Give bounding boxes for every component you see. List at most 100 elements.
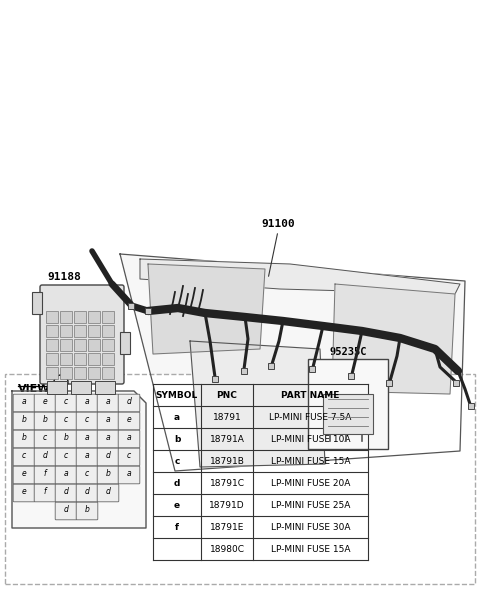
Bar [88,367,100,379]
Text: 95235C: 95235C [329,347,367,357]
FancyBboxPatch shape [40,285,124,384]
Polygon shape [140,259,460,294]
FancyBboxPatch shape [76,502,98,520]
Text: 91188: 91188 [47,272,81,282]
Text: 18791D: 18791D [209,501,245,509]
FancyBboxPatch shape [13,484,35,502]
Text: LP-MINI FUSE 30A: LP-MINI FUSE 30A [271,522,350,531]
FancyBboxPatch shape [118,466,140,484]
Text: d: d [63,488,69,497]
FancyBboxPatch shape [13,448,35,466]
Text: c: c [174,456,180,465]
Bar [102,353,114,365]
Bar [60,339,72,351]
Text: LP-MINI FUSE 25A: LP-MINI FUSE 25A [271,501,350,509]
FancyBboxPatch shape [34,412,56,430]
Text: a: a [127,434,132,442]
Bar [241,368,247,374]
FancyBboxPatch shape [34,466,56,484]
FancyBboxPatch shape [76,466,98,484]
FancyBboxPatch shape [55,448,77,466]
Bar [46,353,58,365]
Text: 18791E: 18791E [210,522,244,531]
Bar [323,394,373,434]
Bar [95,381,115,394]
FancyBboxPatch shape [13,394,35,412]
Text: b: b [84,505,89,515]
Text: a: a [22,398,26,406]
Bar [308,359,388,449]
FancyBboxPatch shape [55,484,77,502]
Text: VIEW: VIEW [18,384,50,394]
FancyBboxPatch shape [118,448,140,466]
Bar [128,303,134,309]
Text: LP-MINI FUSE 15A: LP-MINI FUSE 15A [271,456,350,465]
Bar [453,380,459,386]
Bar [60,311,72,323]
Bar [60,367,72,379]
Text: f: f [44,469,46,478]
Bar [60,325,72,337]
Bar [102,339,114,351]
FancyBboxPatch shape [97,394,119,412]
Text: c: c [85,469,89,478]
Bar [88,339,100,351]
Text: LP-MINI FUSE 20A: LP-MINI FUSE 20A [271,478,350,488]
FancyBboxPatch shape [5,374,475,584]
Bar [46,339,58,351]
Bar [46,325,58,337]
Text: a: a [174,412,180,422]
FancyBboxPatch shape [55,412,77,430]
Text: e: e [43,398,48,406]
Text: e: e [127,415,132,425]
Bar [145,308,151,314]
Bar [102,367,114,379]
FancyBboxPatch shape [34,448,56,466]
Text: a: a [106,415,110,425]
Text: d: d [174,478,180,488]
Polygon shape [148,264,265,354]
Text: d: d [63,505,69,515]
Text: 18791A: 18791A [210,435,244,444]
FancyBboxPatch shape [55,430,77,448]
Text: d: d [84,488,89,497]
Text: PNC: PNC [216,391,238,399]
Text: c: c [22,452,26,461]
Text: b: b [63,434,69,442]
FancyBboxPatch shape [97,412,119,430]
FancyBboxPatch shape [97,484,119,502]
Text: c: c [43,434,47,442]
Polygon shape [190,341,325,467]
FancyBboxPatch shape [13,412,35,430]
Text: LP-MINI FUSE 10A: LP-MINI FUSE 10A [271,435,350,444]
Text: PART NAME: PART NAME [281,391,340,399]
Text: b: b [43,415,48,425]
FancyBboxPatch shape [76,484,98,502]
Bar [74,325,86,337]
FancyBboxPatch shape [118,430,140,448]
Bar [46,367,58,379]
Bar [74,311,86,323]
Bar [74,367,86,379]
Polygon shape [120,254,465,471]
Text: b: b [22,415,26,425]
Bar [47,381,67,394]
FancyBboxPatch shape [97,466,119,484]
Text: d: d [43,452,48,461]
Text: 18791: 18791 [213,412,241,422]
Text: b: b [106,469,110,478]
FancyBboxPatch shape [97,430,119,448]
Bar [60,353,72,365]
Text: f: f [175,522,179,531]
Text: a: a [84,452,89,461]
Polygon shape [332,284,455,394]
FancyBboxPatch shape [118,412,140,430]
Text: A: A [57,377,65,387]
Text: a: a [127,469,132,478]
Bar [309,366,315,372]
Text: d: d [106,452,110,461]
Text: c: c [127,452,131,461]
Bar [386,380,392,386]
Text: LP-MINI FUSE 7.5A: LP-MINI FUSE 7.5A [269,412,352,422]
Text: b: b [22,434,26,442]
